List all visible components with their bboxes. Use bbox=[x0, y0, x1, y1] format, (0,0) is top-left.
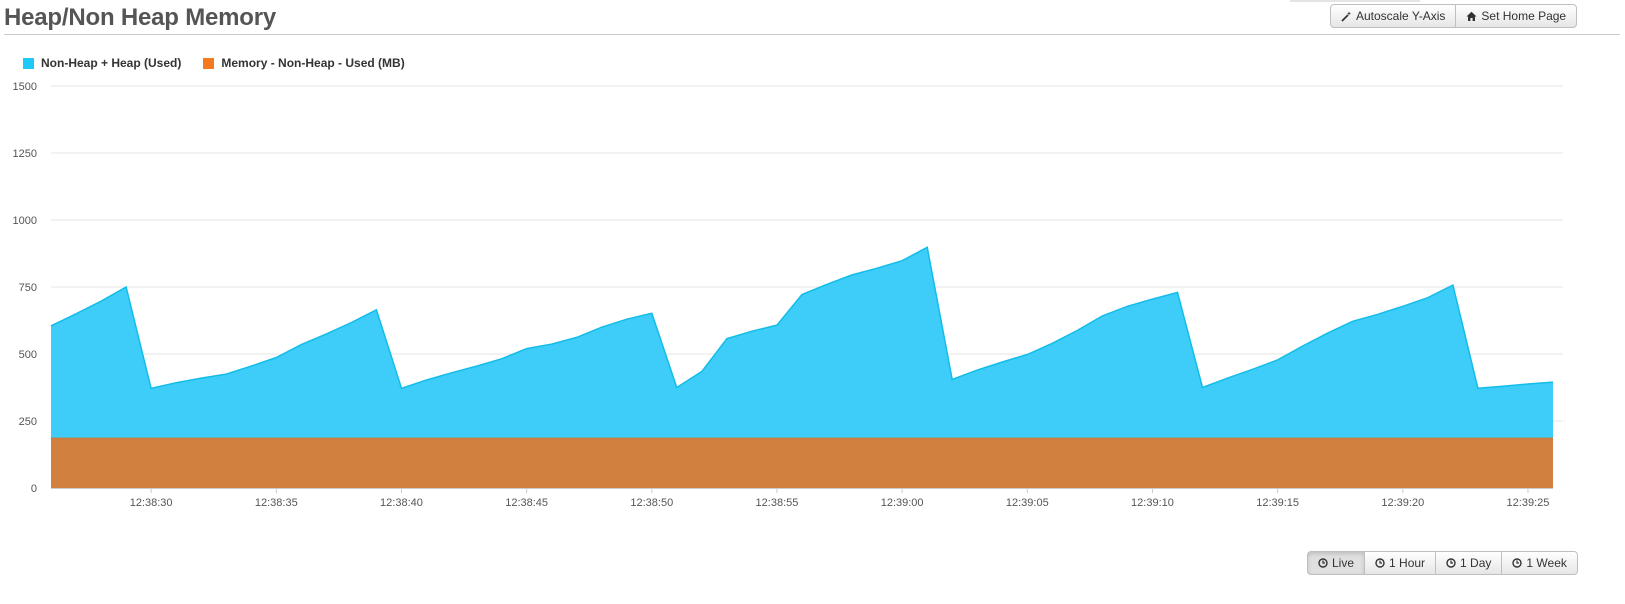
range-1-day-label: 1 Day bbox=[1460, 556, 1491, 570]
x-tick-label: 12:38:45 bbox=[505, 497, 548, 509]
y-tick-label: 500 bbox=[19, 349, 37, 361]
x-tick-label: 12:39:00 bbox=[881, 497, 924, 509]
non-heap-area bbox=[51, 438, 1553, 488]
x-tick-label: 12:39:20 bbox=[1381, 497, 1424, 509]
range-live-button[interactable]: Live bbox=[1307, 551, 1365, 575]
range-1-hour-label: 1 Hour bbox=[1389, 556, 1425, 570]
x-tick-label: 12:39:15 bbox=[1256, 497, 1299, 509]
y-tick-label: 1500 bbox=[13, 81, 37, 93]
memory-area-chart: 0 250 500 750 1000 1250 1500 12:38:30 12:38:35 12… bbox=[0, 0, 1625, 540]
range-1-hour-button[interactable]: 1 Hour bbox=[1364, 551, 1436, 575]
x-tick-label: 12:38:35 bbox=[255, 497, 298, 509]
x-tick-label: 12:38:50 bbox=[630, 497, 673, 509]
clock-icon bbox=[1446, 558, 1456, 568]
range-1-week-button[interactable]: 1 Week bbox=[1501, 551, 1577, 575]
range-1-day-button[interactable]: 1 Day bbox=[1435, 551, 1502, 575]
x-tick-label: 12:38:40 bbox=[380, 497, 423, 509]
clock-icon bbox=[1318, 558, 1328, 568]
y-tick-label: 1250 bbox=[13, 148, 37, 160]
y-tick-label: 1000 bbox=[13, 215, 37, 227]
time-range-selector: Live 1 Hour 1 Day 1 Week bbox=[1307, 551, 1578, 575]
range-live-label: Live bbox=[1332, 556, 1354, 570]
range-1-week-label: 1 Week bbox=[1526, 556, 1566, 570]
clock-icon bbox=[1512, 558, 1522, 568]
x-tick-label: 12:38:55 bbox=[756, 497, 799, 509]
x-tick-label: 12:38:30 bbox=[130, 497, 173, 509]
x-tick-label: 12:39:10 bbox=[1131, 497, 1174, 509]
clock-icon bbox=[1375, 558, 1385, 568]
y-tick-label: 750 bbox=[19, 282, 37, 294]
y-tick-label: 250 bbox=[19, 416, 37, 428]
y-tick-label: 0 bbox=[31, 483, 37, 495]
x-tick-label: 12:39:25 bbox=[1507, 497, 1550, 509]
x-tick-label: 12:39:05 bbox=[1006, 497, 1049, 509]
